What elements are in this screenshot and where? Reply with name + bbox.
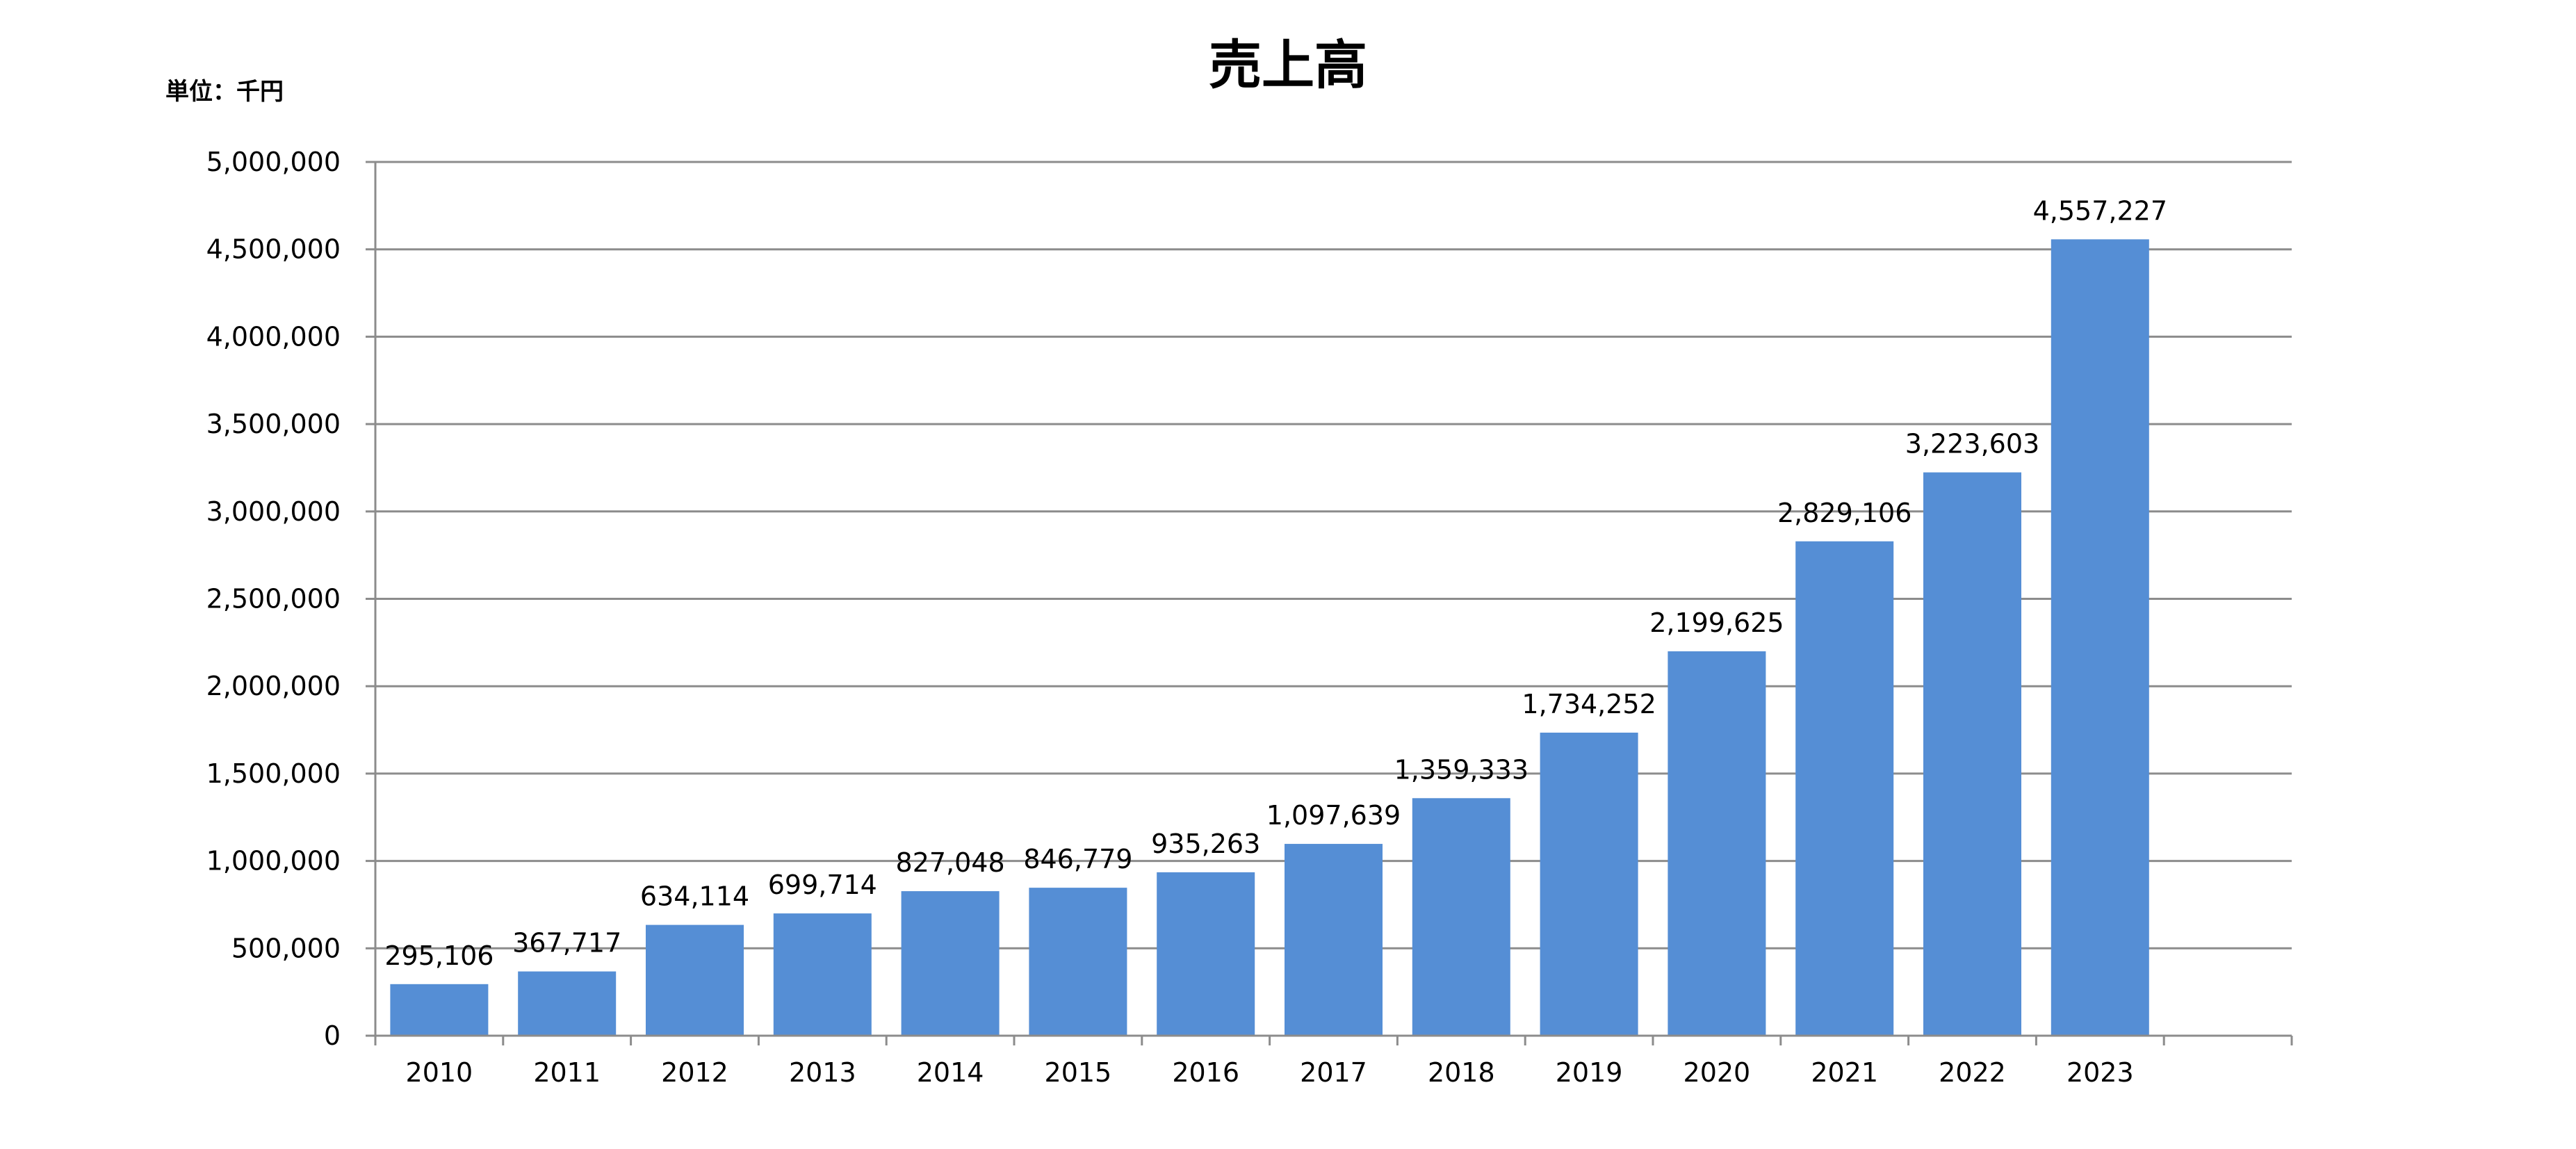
data-label: 3,223,603	[1905, 429, 2039, 459]
x-tick-label: 2017	[1300, 1057, 1367, 1088]
x-tick-label: 2021	[1811, 1057, 1878, 1088]
y-tick-label: 3,500,000	[206, 409, 341, 439]
bar	[646, 924, 744, 1036]
x-tick-label: 2018	[1428, 1057, 1495, 1088]
data-label: 4,557,227	[2033, 195, 2167, 226]
x-tick-label: 2015	[1045, 1057, 1112, 1088]
data-label: 699,714	[768, 870, 877, 900]
bar	[901, 891, 1000, 1036]
y-tick-label: 0	[324, 1020, 341, 1051]
data-label: 295,106	[384, 940, 494, 971]
data-label: 827,048	[896, 847, 1005, 878]
bar	[2051, 239, 2149, 1036]
bar	[518, 971, 617, 1036]
data-label: 634,114	[640, 881, 749, 912]
data-label: 846,779	[1023, 844, 1132, 874]
x-tick-label: 2010	[406, 1057, 473, 1088]
y-tick-label: 2,000,000	[206, 671, 341, 701]
bar	[773, 913, 872, 1036]
bar	[1285, 844, 1383, 1036]
x-tick-label: 2022	[1939, 1057, 2006, 1088]
bar	[1923, 472, 2021, 1036]
bar	[390, 984, 489, 1036]
labels: 0 500,000 1,000,000 1,500,000 2,000,000 2,500…	[206, 147, 2167, 1088]
data-label: 367,717	[512, 928, 621, 959]
y-tick-label: 5,000,000	[206, 147, 341, 177]
y-tick-label: 4,000,000	[206, 321, 341, 352]
x-tick-label: 2013	[789, 1057, 856, 1088]
bar	[1540, 733, 1638, 1036]
data-label: 1,734,252	[1522, 689, 1656, 719]
data-label: 1,097,639	[1266, 800, 1401, 831]
x-tick-label: 2012	[661, 1057, 728, 1088]
x-tick-label: 2020	[1684, 1057, 1751, 1088]
data-label: 1,359,333	[1394, 754, 1529, 785]
y-tick-label: 2,500,000	[206, 584, 341, 614]
y-tick-label: 1,500,000	[206, 758, 341, 789]
y-tick-label: 500,000	[231, 933, 341, 963]
data-label: 935,263	[1151, 829, 1260, 859]
data-label: 2,829,106	[1777, 498, 1911, 528]
x-tick-label: 2014	[917, 1057, 984, 1088]
data-label: 2,199,625	[1649, 608, 1784, 638]
axes	[366, 161, 2293, 1045]
bar	[1412, 798, 1510, 1036]
bar	[1029, 888, 1127, 1036]
y-tick-label: 4,500,000	[206, 234, 341, 265]
bar	[1157, 872, 1255, 1036]
x-tick-label: 2019	[1556, 1057, 1623, 1088]
bars	[390, 239, 2149, 1036]
x-tick-label: 2011	[533, 1057, 601, 1088]
bar	[1668, 651, 1766, 1036]
bar	[1795, 541, 1894, 1036]
y-tick-label: 1,000,000	[206, 846, 341, 877]
x-tick-label: 2016	[1172, 1057, 1239, 1088]
chart-title: 売上高	[1209, 34, 1367, 96]
y-tick-label: 3,000,000	[206, 496, 341, 527]
unit-label: 単位：千円	[165, 78, 284, 106]
x-tick-label: 2023	[2066, 1057, 2134, 1088]
